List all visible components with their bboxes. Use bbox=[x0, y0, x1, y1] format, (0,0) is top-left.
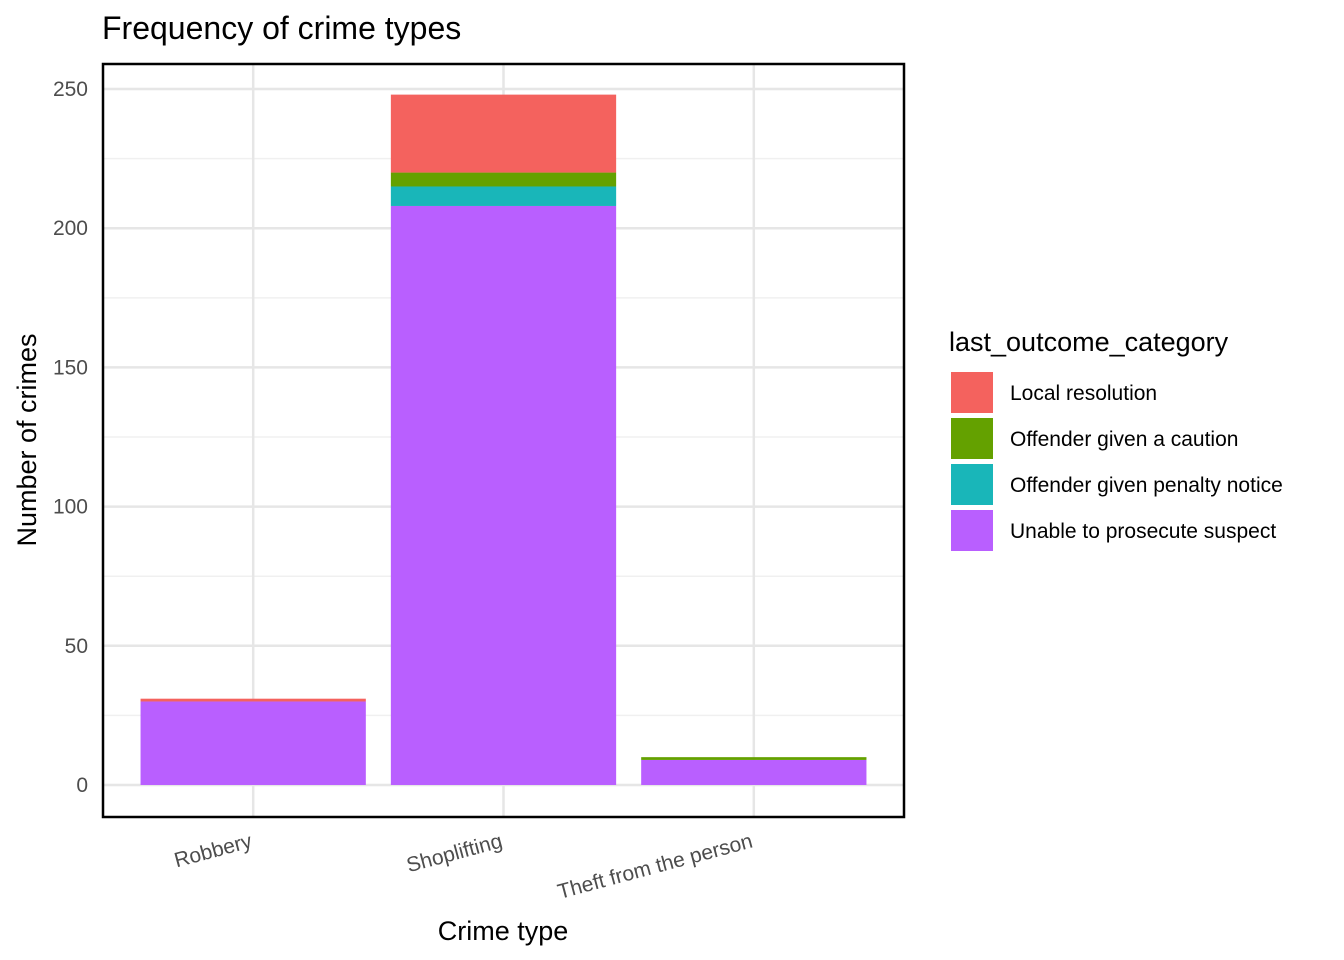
legend-label: Offender given penalty notice bbox=[1010, 474, 1283, 497]
y-tick-label: 150 bbox=[53, 356, 88, 379]
bar-segment bbox=[140, 701, 366, 785]
y-axis-label: Number of crimes bbox=[12, 333, 42, 546]
bars bbox=[140, 94, 867, 785]
bar-segment bbox=[390, 186, 617, 206]
legend-key bbox=[951, 418, 993, 459]
x-tick-label: Theft from the person bbox=[555, 830, 755, 904]
plot-panel bbox=[101, 62, 906, 819]
y-tick-label: 200 bbox=[53, 217, 88, 240]
legend-key bbox=[951, 510, 993, 551]
y-axis-ticks: 0 50 100 150 200 250 bbox=[53, 78, 88, 797]
legend-key bbox=[951, 464, 993, 505]
bar-segment bbox=[641, 757, 867, 760]
x-tick-label: Robbery bbox=[172, 829, 255, 872]
legend-label: Local resolution bbox=[1010, 382, 1157, 405]
y-tick-label: 0 bbox=[76, 774, 88, 797]
x-axis-label: Crime type bbox=[438, 916, 569, 946]
legend-title: last_outcome_category bbox=[949, 327, 1229, 357]
y-tick-label: 250 bbox=[53, 78, 88, 101]
bar-segment bbox=[390, 172, 617, 187]
chart-title: Frequency of crime types bbox=[102, 10, 461, 46]
y-tick-label: 100 bbox=[53, 496, 88, 519]
x-tick-label: Shoplifting bbox=[404, 830, 505, 878]
legend: last_outcome_category Local resolution Of… bbox=[949, 327, 1283, 551]
panel-border bbox=[101, 62, 906, 819]
bar-segment bbox=[641, 759, 867, 785]
legend-label: Unable to prosecute suspect bbox=[1010, 520, 1276, 543]
x-axis-ticks: Robbery Shoplifting Theft from the person bbox=[172, 829, 755, 903]
bar-segment bbox=[390, 205, 617, 785]
bar-segment bbox=[390, 94, 617, 173]
y-tick-label: 50 bbox=[65, 635, 88, 658]
legend-key bbox=[951, 372, 993, 413]
bar-segment bbox=[140, 698, 366, 702]
legend-items: Local resolution Offender given a caution… bbox=[951, 372, 1283, 551]
legend-label: Offender given a caution bbox=[1010, 428, 1238, 451]
